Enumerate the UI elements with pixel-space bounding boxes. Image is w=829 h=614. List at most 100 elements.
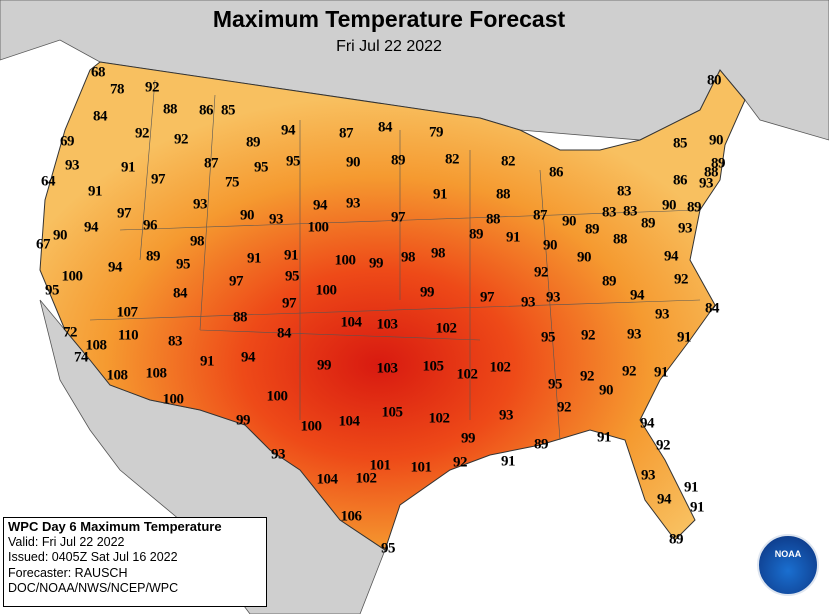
temperature: 95 [254,159,268,175]
temperature: 93 [346,195,360,211]
temperature: 91 [121,159,135,175]
temperature: 106 [341,508,363,524]
temperature: 94 [664,248,679,264]
temperature: 89 [711,155,725,171]
title: Maximum Temperature Forecast [213,6,566,32]
temperature: 82 [501,153,515,169]
date: Fri Jul 22 2022 [336,38,442,55]
temperature: 95 [45,282,59,298]
info-line: WPC Day 6 Maximum Temperature [8,519,222,534]
temperature: 93 [699,175,713,191]
temperature: 100 [308,219,329,235]
temperature: 97 [229,273,244,289]
temperature: 103 [377,316,398,332]
temperature: 89 [641,215,655,231]
temperature: 84 [277,325,292,341]
temperature: 67 [36,236,51,252]
temperature: 100 [62,268,83,284]
temperature: 84 [173,285,188,301]
temperature: 79 [429,124,443,140]
temperature: 83 [602,204,616,220]
temperature: 97 [117,205,132,221]
temperature: 88 [486,211,500,227]
temperature: 69 [60,133,74,149]
temperature: 85 [221,102,235,118]
temperature: 94 [313,197,328,213]
temperature: 90 [577,249,591,265]
temperature: 78 [110,81,124,97]
temperature: 101 [411,459,432,475]
temperature: 93 [499,407,513,423]
temperature: 92 [135,125,149,141]
temperature: 84 [378,119,393,135]
temperature: 64 [41,173,56,189]
temperature: 93 [65,157,79,173]
temperature: 72 [63,324,77,340]
info-line: DOC/NOAA/NWS/NCEP/WPC [8,581,179,595]
temperature: 94 [241,349,256,365]
temperature: 85 [673,135,687,151]
temperature: 88 [163,101,177,117]
temperature: 91 [284,247,298,263]
temperature: 84 [93,108,108,124]
temperature: 99 [317,357,331,373]
temperature: 94 [84,219,99,235]
info-box: WPC Day 6 Maximum Temperature Valid: Fri… [3,517,267,607]
temperature: 94 [630,287,645,303]
temperature: 92 [174,131,188,147]
temperature: 88 [613,231,627,247]
info-line: Forecaster: RAUSCH [8,565,128,580]
temperature: 101 [370,457,391,473]
temperature: 89 [669,531,683,547]
temperature: 86 [673,172,688,188]
temperature: 88 [704,164,718,180]
temperature: 97 [391,209,406,225]
temperature: 102 [490,359,511,375]
temperature: 92 [145,79,159,95]
temperature: 92 [534,264,548,280]
temperature: 91 [677,329,691,345]
temperature: 93 [271,446,285,462]
temperature: 97 [480,289,495,305]
temperature: 96 [143,217,158,233]
temperature: 97 [282,295,297,311]
temperature: 92 [557,399,571,415]
temperature: 98 [401,249,415,265]
temperature: 93 [546,289,560,305]
temperature: 104 [317,471,339,487]
temperature: 93 [641,467,655,483]
temperature: 75 [225,174,239,190]
temperature: 87 [533,207,548,223]
temperature: 95 [286,153,300,169]
temperature: 93 [193,196,207,212]
info-line: Valid: Fri Jul 22 2022 [8,534,125,549]
temperature: 90 [543,237,557,253]
temperature: 100 [335,252,356,268]
temperature: 83 [168,333,182,349]
temperature: 92 [453,454,467,470]
temperature: 95 [548,376,562,392]
temperature: 95 [381,540,395,556]
temperature: 83 [623,203,637,219]
temperature: 92 [622,363,636,379]
temperature: 92 [674,271,688,287]
temperature: 97 [151,171,166,187]
temperature: 93 [521,294,535,310]
temperature: 90 [240,207,254,223]
temperature: 68 [91,64,105,80]
temperature: 91 [690,499,704,515]
temperature: 104 [341,314,363,330]
temperature: 93 [655,306,669,322]
temperature: 95 [541,329,555,345]
temperature: 87 [339,125,354,141]
temperature: 89 [146,248,160,264]
us-land [39,61,746,551]
temperature: 89 [469,226,483,242]
temperature: 90 [709,132,723,148]
temperature: 99 [369,255,383,271]
temperature: 88 [496,186,510,202]
temperature: 105 [382,404,403,420]
temperature: 80 [707,72,721,88]
temperature: 84 [705,300,720,316]
